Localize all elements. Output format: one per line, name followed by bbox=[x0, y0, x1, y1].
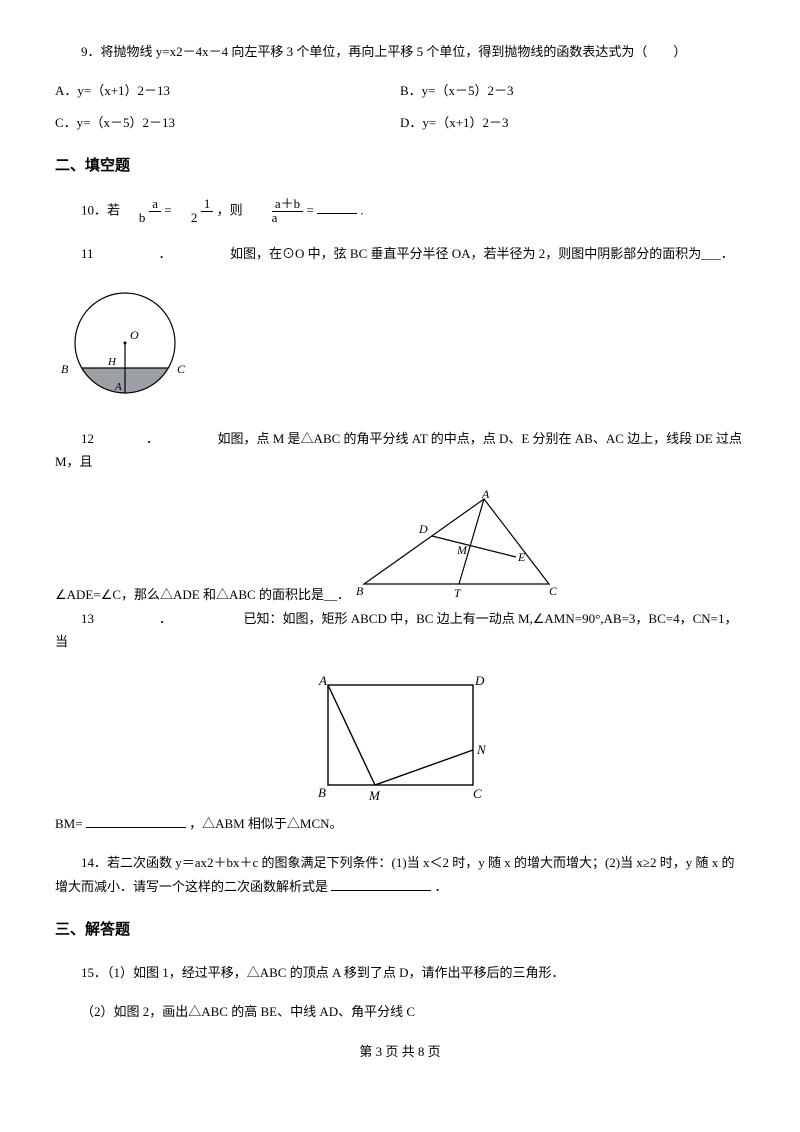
label-C: C bbox=[177, 362, 186, 376]
q11-text: 11 ． 如图，在⊙O 中，弦 BC 垂直平分半径 OA，若半径为 2，则图中阴… bbox=[81, 246, 734, 261]
q12-row: ∠ADE=∠C，那么△ADE 和△ABC 的面积比是__． A D M E B … bbox=[55, 489, 745, 606]
frac-bot: a bbox=[269, 210, 281, 225]
math-page: 9．将抛物线 y=x2－4x－4 向左平移 3 个单位，再向上平移 5 个单位，… bbox=[0, 0, 800, 1083]
label-D: D bbox=[418, 522, 428, 536]
section-2-title: 二、填空题 bbox=[55, 152, 745, 179]
q10-blank bbox=[317, 201, 357, 214]
page-footer: 第 3 页 共 8 页 bbox=[55, 1040, 745, 1063]
q13-figure-wrap: A D N B M C bbox=[55, 670, 745, 812]
frac-top: 1 bbox=[201, 196, 214, 212]
q10-frac1: a b bbox=[123, 197, 161, 226]
q12-text: 12 ． 如图，点 M 是△ABC 的角平分线 AT 的中点，点 D、E 分别在… bbox=[55, 431, 742, 469]
label-B: B bbox=[318, 785, 326, 800]
q9-options-row1: A．y=（x+1）2－13 B．y=（x－5）2－3 bbox=[55, 79, 745, 102]
label-D: D bbox=[474, 673, 485, 688]
question-15-1: 15．（1）如图 1，经过平移，△ABC 的顶点 A 移到了点 D，请作出平移后… bbox=[55, 961, 745, 984]
label-T: T bbox=[454, 586, 462, 599]
q9-stem: 9．将抛物线 y=x2－4x－4 向左平移 3 个单位，再向上平移 5 个单位，… bbox=[55, 40, 745, 63]
label-A: A bbox=[114, 381, 122, 393]
label-C: C bbox=[473, 786, 482, 801]
q13-suf: ，△ABM 相似于△MCN。 bbox=[189, 816, 343, 831]
label-C: C bbox=[549, 584, 558, 598]
q10-eq1: = bbox=[164, 202, 171, 217]
label-M: M bbox=[456, 543, 468, 557]
q14-suf: ． bbox=[435, 879, 448, 894]
label-O: O bbox=[130, 328, 139, 342]
label-A: A bbox=[481, 489, 490, 501]
label-B: B bbox=[61, 362, 69, 376]
frac-bot: b bbox=[136, 210, 149, 225]
q14-blank bbox=[331, 878, 431, 891]
q10-frac2: 1 2 bbox=[175, 197, 214, 226]
label-E: E bbox=[517, 550, 526, 564]
q9-option-d: D．y=（x+1）2－3 bbox=[400, 111, 745, 134]
rectangle-diagram: A D N B M C bbox=[313, 670, 488, 805]
triangle-bisector-diagram: A D M E B T C bbox=[354, 489, 564, 599]
label-N: N bbox=[476, 742, 487, 757]
question-14: 14．若二次函数 y＝ax2＋bx＋c 的图象满足下列条件：(1)当 x＜2 时… bbox=[55, 851, 745, 898]
q13-bm: BM= bbox=[55, 816, 83, 831]
q10-frac3: a＋b a bbox=[246, 197, 303, 226]
q9-option-c: C．y=（x－5）2－13 bbox=[55, 111, 400, 134]
question-13: 13 ． 已知：如图，矩形 ABCD 中，BC 边上有一动点 M,∠AMN=90… bbox=[55, 607, 745, 654]
q13-after: BM= ，△ABM 相似于△MCN。 bbox=[55, 812, 745, 835]
q9-option-b: B．y=（x－5）2－3 bbox=[400, 79, 745, 102]
question-12: 12 ． 如图，点 M 是△ABC 的角平分线 AT 的中点，点 D、E 分别在… bbox=[55, 427, 745, 474]
frac-top: a bbox=[149, 196, 161, 212]
q13-blank bbox=[86, 815, 186, 828]
label-B: B bbox=[356, 584, 364, 598]
label-M: M bbox=[368, 788, 381, 803]
label-A: A bbox=[318, 673, 327, 688]
section-3-title: 三、解答题 bbox=[55, 916, 745, 943]
question-15-2: （2）如图 2，画出△ABC 的高 BE、中线 AD、角平分线 C bbox=[55, 1000, 745, 1023]
question-10: 10．若 a b = 1 2 ，则 a＋b a = . bbox=[55, 197, 745, 226]
frac-bot: 2 bbox=[188, 210, 201, 225]
question-11: 11 ． 如图，在⊙O 中，弦 BC 垂直平分半径 OA，若半径为 2，则图中阴… bbox=[55, 242, 745, 265]
q13-text: 13 ． 已知：如图，矩形 ABCD 中，BC 边上有一动点 M,∠AMN=90… bbox=[55, 611, 738, 649]
q10-eq2: = bbox=[306, 202, 313, 217]
q12-figure: A D M E B T C bbox=[354, 489, 564, 606]
q10-mid: ，则 bbox=[217, 202, 243, 217]
q9-options-row2: C．y=（x－5）2－13 D．y=（x+1）2－3 bbox=[55, 111, 745, 134]
label-H: H bbox=[107, 356, 117, 368]
question-9: 9．将抛物线 y=x2－4x－4 向左平移 3 个单位，再向上平移 5 个单位，… bbox=[55, 40, 745, 63]
q10-suffix: . bbox=[360, 202, 363, 217]
q12-text2: ∠ADE=∠C，那么△ADE 和△ABC 的面积比是__． bbox=[55, 583, 350, 606]
q10-prefix: 10．若 bbox=[81, 202, 120, 217]
q11-figure: O H B C A bbox=[55, 281, 745, 418]
q9-option-a: A．y=（x+1）2－13 bbox=[55, 79, 400, 102]
circle-chord-diagram: O H B C A bbox=[55, 281, 195, 411]
